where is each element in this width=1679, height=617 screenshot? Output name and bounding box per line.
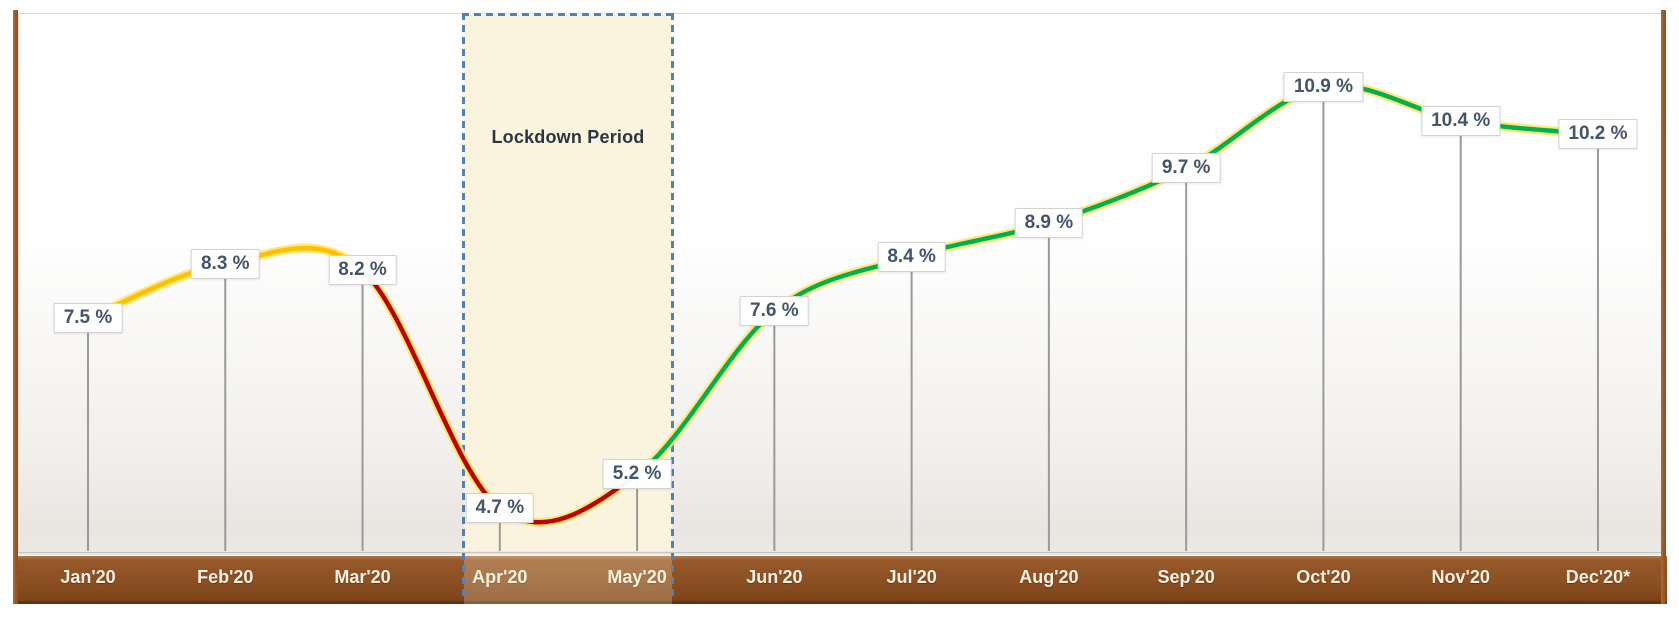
x-axis-label-8: Aug'20	[1019, 567, 1079, 587]
data-label-Apr'20: 4.7 %	[465, 493, 535, 524]
x-axis-bar-shadow	[13, 601, 1667, 604]
data-label-Jan'20: 7.5 %	[53, 303, 123, 333]
data-label-Feb'20: 8.3 %	[190, 248, 260, 279]
x-axis-label-5: May'20	[607, 567, 667, 587]
lockdown-region-border-top	[462, 13, 674, 16]
x-axis-label-7: Jul'20	[886, 567, 937, 587]
x-axis-label-6: Jun'20	[746, 567, 803, 587]
x-axis-label-2: Feb'20	[197, 567, 254, 587]
data-label-May'20: 5.2 %	[602, 459, 672, 490]
frame-left-border	[13, 10, 18, 604]
data-label-Jul'20: 8.4 %	[877, 241, 946, 272]
lockdown-region-label: Lockdown Period	[491, 127, 645, 147]
x-axis-label-12: Dec'20*	[1565, 567, 1631, 587]
x-axis-label-9: Sep'20	[1157, 567, 1215, 587]
data-label-Nov'20: 10.4 %	[1421, 105, 1501, 136]
data-label-Mar'20: 8.2 %	[328, 255, 397, 286]
data-label-Dec'20*: 10.2 %	[1558, 119, 1638, 150]
x-axis-label-4: Apr'20	[472, 567, 528, 587]
data-label-Aug'20: 8.9 %	[1014, 207, 1084, 238]
lockdown-region-axis-tint	[464, 556, 672, 604]
plot-area	[18, 13, 1664, 553]
x-axis-label-3: Mar'20	[334, 567, 391, 587]
data-label-Jun'20: 7.6 %	[740, 296, 809, 327]
data-label-Sep'20: 9.7 %	[1151, 153, 1221, 184]
x-axis-label-10: Oct'20	[1296, 567, 1351, 587]
x-axis-label-11: Nov'20	[1431, 567, 1490, 587]
x-axis-bar: Jan'20 Feb'20 Mar'20 Apr'20 May'20 Jun'20 Jul'…	[13, 556, 1667, 601]
frame-right-border	[1661, 10, 1666, 604]
data-label-Oct'20: 10.9 %	[1283, 71, 1363, 102]
lockdown-region-border-right	[671, 13, 674, 601]
x-axis-label-1: Jan'20	[60, 567, 116, 587]
